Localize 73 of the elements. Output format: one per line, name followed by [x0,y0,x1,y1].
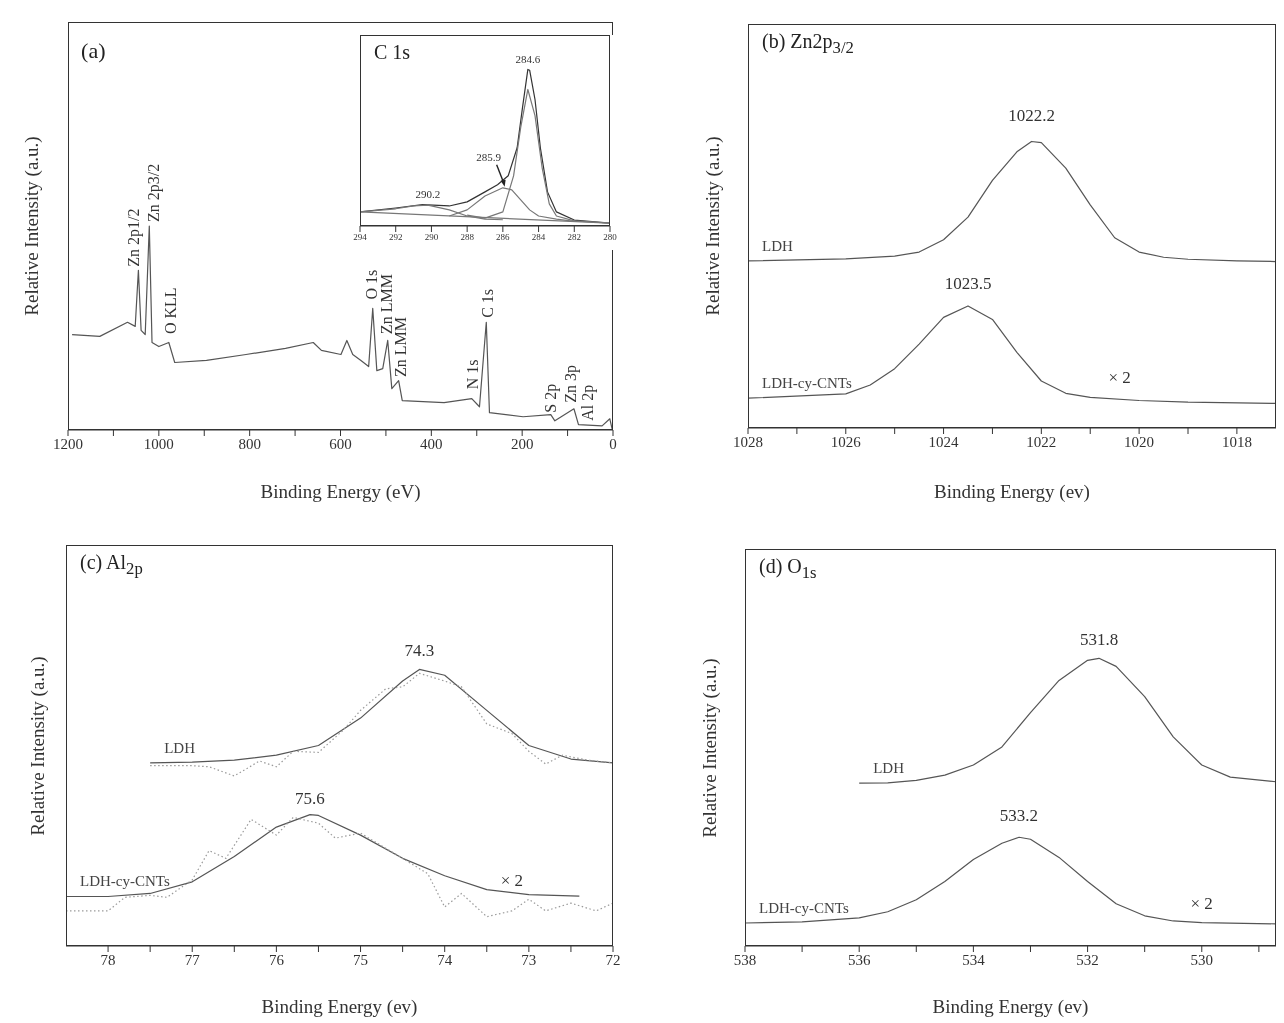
chart-title: (d) O$_{1s}$ [759,555,817,583]
y-axis-title: Relative Intensity (a.u.) [702,136,724,316]
x-tick-label: 292 [388,232,403,243]
annotation: Al 2p [579,384,598,421]
x-axis-title: Binding Energy (ev) [261,996,418,1018]
x-tick-label: 72 [605,951,621,968]
annotation: × 2 [1190,893,1213,913]
x-tick-label: 75 [353,951,369,968]
x-tick-label: 200 [510,435,534,452]
annotation: Zn 3p [561,364,580,403]
x-tick-label: 538 [733,951,757,968]
text: 1022.2 [1008,106,1055,126]
x-tick-label: 282 [567,232,582,243]
y-axis-title: Relative Intensity (a.u.) [699,657,721,838]
x-tick-label: 74 [437,951,453,968]
series-label: LDH-cy-CNTs [80,873,170,890]
x-tick-label: 78 [100,951,116,968]
x-tick-label: 77 [184,951,201,968]
x-tick-label: 286 [496,232,511,243]
annotation: 533.2 [999,806,1039,826]
x-tick-label: 76 [268,951,285,968]
x-tick-label: 73 [521,951,537,968]
chart-title: (b) Zn2p$_{3/2}$ [762,30,854,58]
x-tick-label: 288 [460,232,475,243]
annotation: 285.9 [476,150,502,163]
x-tick-label: 1200 [53,435,83,452]
annotation: × 2 [1108,368,1131,388]
y-axis-title: Relative Intensity (a.u.) [21,136,43,316]
chart-title: C 1s [374,41,411,64]
text: 284.6 [515,53,541,66]
y-axis-title: Relative Intensity (a.u.) [27,655,49,836]
x-tick-label: 1000 [143,435,174,452]
chart-title: (c) Al$_{2p}$ [80,551,143,579]
x-tick-label: 600 [329,435,352,452]
text: 531.8 [1080,630,1119,650]
x-axis-title: Binding Energy (ev) [932,996,1089,1018]
x-tick-label: 280 [603,232,618,243]
x-tick-label: 532 [1076,951,1099,968]
x-tick-label: 1026 [830,433,862,450]
annotation: S 2p [542,383,561,413]
x-tick-label: 1028 [733,433,763,450]
annotation: C 1s [478,288,496,318]
x-axis-title: Binding Energy (eV) [260,481,421,503]
x-tick-label: 284 [531,232,546,243]
x-tick-label: 800 [238,435,261,452]
annotation: 75.6 [295,788,325,808]
annotation: O 1s [362,269,380,300]
annotation: 1023.5 [944,273,992,293]
series-label: LDH-cy-CNTs [759,899,849,916]
x-tick-label: 400 [420,435,443,452]
annotation: O KLL [161,287,179,335]
text: 74.3 [404,640,435,660]
text: Zn 2p3/2 [144,163,163,222]
text: (a) [81,38,106,64]
x-tick-label: 1020 [1124,433,1155,450]
annotation: 290.2 [415,187,441,200]
annotation: × 2 [500,870,523,890]
x-tick-label: 294 [353,232,368,243]
annotation: N 1s [464,359,482,390]
x-tick-label: 290 [424,232,439,243]
series-label: LDH-cy-CNTs [762,375,852,392]
x-tick-label: 1024 [928,433,960,450]
x-tick-label: 534 [962,951,986,968]
series-label: LDH [164,739,196,756]
x-tick-label: 0 [609,435,617,452]
series-label: LDH [762,237,793,254]
x-tick-label: 530 [1190,951,1214,968]
x-axis-title: Binding Energy (ev) [934,481,1090,503]
x-tick-label: 1022 [1026,433,1057,450]
x-tick-label: 1018 [1221,433,1252,450]
x-tick-label: 536 [847,951,871,968]
series-label: LDH [873,760,905,777]
annotation: Zn 2p1/2 [124,208,143,267]
